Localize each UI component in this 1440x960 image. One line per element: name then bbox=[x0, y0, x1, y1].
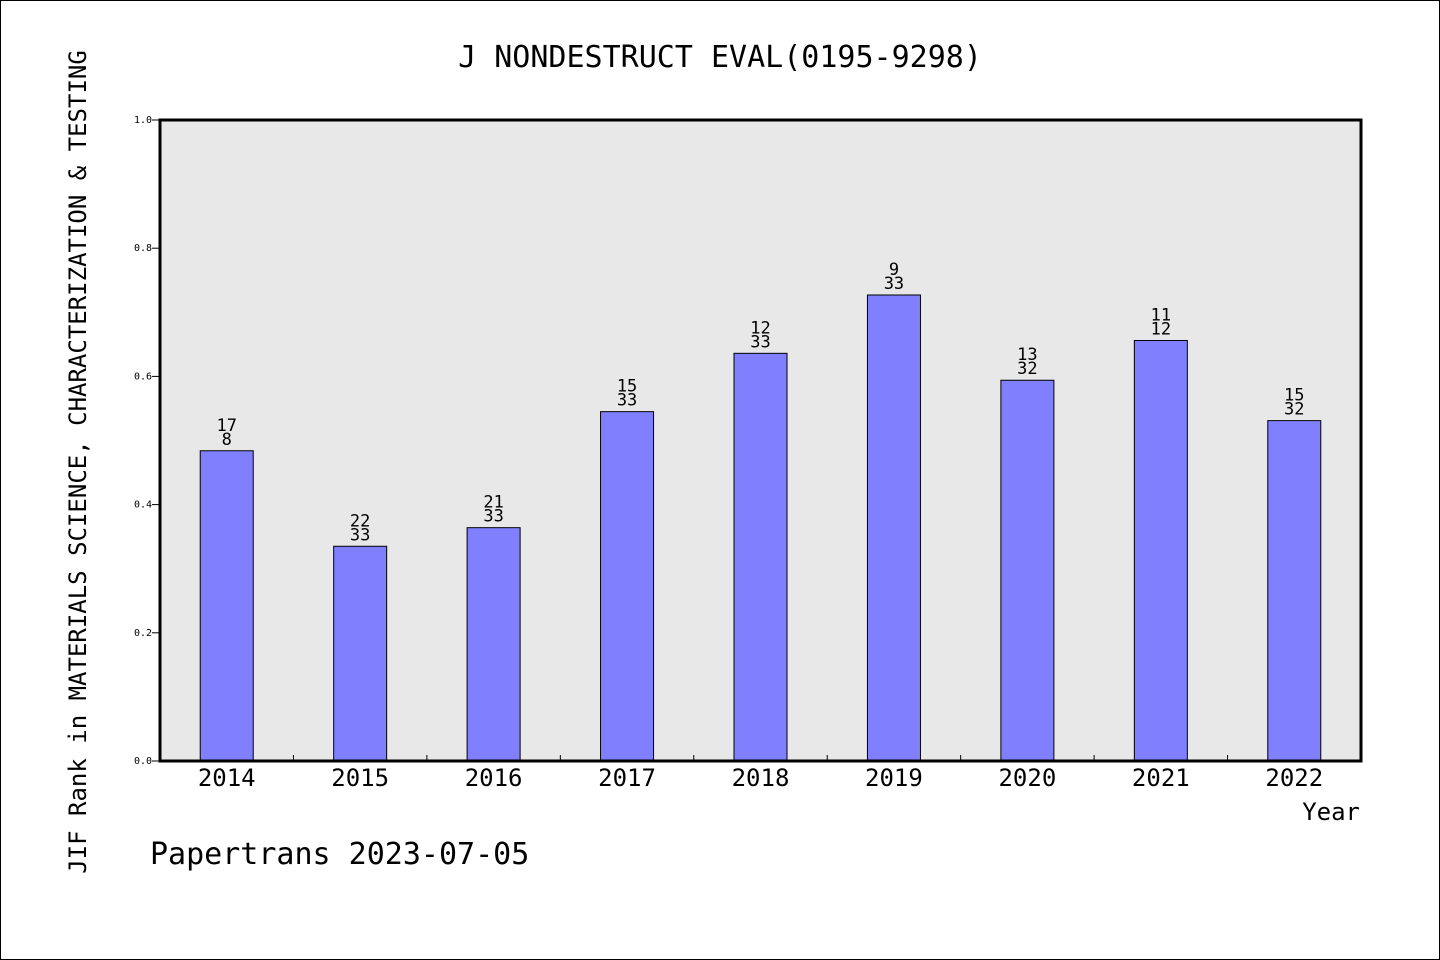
data-label-rank: 15 bbox=[1284, 386, 1304, 406]
x-tick-label: 2022 bbox=[1265, 764, 1323, 792]
data-label-rank: 17 bbox=[216, 416, 236, 436]
bar-2020 bbox=[1000, 379, 1055, 762]
data-label-total: 33 bbox=[750, 332, 770, 352]
data-label-rank: 13 bbox=[1017, 345, 1037, 365]
x-tick-label: 2015 bbox=[331, 764, 389, 792]
bar-2017 bbox=[600, 411, 655, 762]
x-tick-label: 2019 bbox=[865, 764, 923, 792]
chart-title: J NONDESTRUCT EVAL(0195-9298) bbox=[458, 40, 982, 75]
x-tick-label: 2017 bbox=[598, 764, 656, 792]
x-tick-label: 2020 bbox=[998, 764, 1056, 792]
y-tick-label: 0.2 bbox=[134, 628, 152, 639]
y-tick-label: 0.4 bbox=[134, 500, 152, 511]
data-label-rank: 15 bbox=[617, 377, 637, 397]
data-label-rank: 12 bbox=[750, 318, 770, 338]
data-label-rank: 9 bbox=[889, 260, 899, 280]
y-tick-label: 0.0 bbox=[134, 756, 152, 767]
data-label-total: 33 bbox=[884, 274, 904, 294]
bar-2019 bbox=[866, 294, 921, 762]
data-label-total: 33 bbox=[350, 525, 370, 545]
y-tick-label: 1.0 bbox=[134, 115, 152, 126]
data-label-rank: 11 bbox=[1151, 306, 1171, 326]
bar-2016 bbox=[466, 527, 521, 762]
bar-2015 bbox=[333, 545, 388, 762]
data-label-total: 8 bbox=[222, 430, 232, 450]
data-label-rank: 22 bbox=[350, 511, 370, 531]
data-label-total: 12 bbox=[1151, 320, 1171, 340]
bar-2021 bbox=[1133, 340, 1188, 762]
x-tick-label: 2014 bbox=[198, 764, 256, 792]
y-tick-label: 0.8 bbox=[134, 243, 152, 254]
x-tick-label: 2021 bbox=[1132, 764, 1190, 792]
y-tick-label: 0.6 bbox=[134, 371, 152, 382]
data-label-rank: 21 bbox=[483, 493, 503, 513]
data-label-total: 33 bbox=[617, 391, 637, 411]
data-label-total: 32 bbox=[1017, 359, 1037, 379]
x-axis-label: Year bbox=[1302, 798, 1360, 826]
x-axis-ticks: 2014 2015 2016 2017 2018 2019 2020 2021 2022 bbox=[198, 755, 1323, 792]
bar-2018 bbox=[733, 352, 788, 762]
bar-2022 bbox=[1267, 420, 1322, 762]
plot-border bbox=[158, 118, 1363, 763]
footer-text: Papertrans 2023-07-05 bbox=[150, 837, 529, 872]
y-axis-label: JIF Rank in MATERIALS SCIENCE, CHARACTER… bbox=[64, 50, 92, 874]
x-tick-label: 2018 bbox=[732, 764, 790, 792]
bars-group bbox=[199, 294, 1322, 762]
data-label-total: 32 bbox=[1284, 400, 1304, 420]
data-label-total: 33 bbox=[483, 507, 503, 527]
bar-2014 bbox=[199, 450, 254, 762]
y-axis-ticks: 0.0 0.2 0.4 0.6 0.8 1.0 bbox=[134, 115, 160, 767]
x-tick-label: 2016 bbox=[465, 764, 523, 792]
